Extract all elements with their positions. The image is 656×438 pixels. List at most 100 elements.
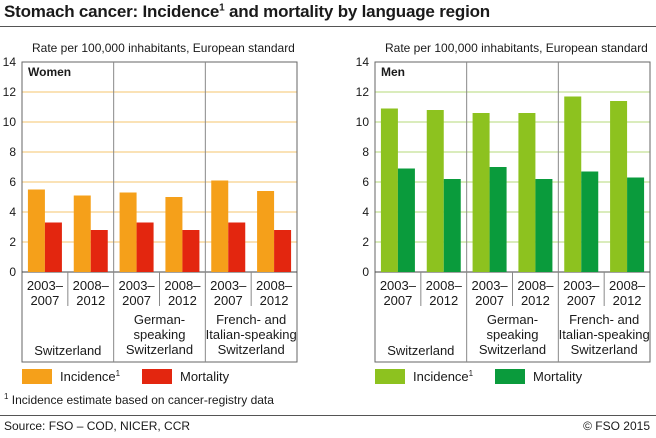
men-group-label: Switzerland <box>571 342 638 357</box>
footnote: 1 Incidence estimate based on cancer-reg… <box>4 392 274 407</box>
men-category-label: 2008– <box>609 278 646 293</box>
women-bar-incidence <box>73 195 91 272</box>
men-bar-incidence <box>472 113 490 272</box>
men-y-tick-label: 12 <box>356 85 370 99</box>
women-y-tick-label: 10 <box>3 115 17 129</box>
women-group-label: Switzerland <box>218 342 285 357</box>
women-bar-mortality <box>136 222 154 272</box>
men-y-axis-label: Rate per 100,000 inhabitants, European s… <box>385 41 648 55</box>
women-y-axis-label: Rate per 100,000 inhabitants, European s… <box>32 41 295 55</box>
women-bar-mortality <box>182 230 200 272</box>
women-legend-superscript: 1 <box>116 369 121 378</box>
source-rule <box>0 415 656 416</box>
men-category-label: 2012 <box>613 293 642 308</box>
women-group-label: German- <box>134 312 185 327</box>
men-category-label: 2003– <box>380 278 417 293</box>
men-y-tick-label: 2 <box>362 235 369 249</box>
women-category-label: 2007 <box>214 293 243 308</box>
women-category-label: 2012 <box>168 293 197 308</box>
footnote-superscript: 1 <box>4 392 9 401</box>
men-bar-mortality <box>443 179 461 272</box>
women-category-label: 2012 <box>260 293 289 308</box>
men-category-label: 2007 <box>475 293 504 308</box>
men-category-label: 2003– <box>563 278 600 293</box>
men-bar-mortality <box>581 171 599 272</box>
women-category-label: 2003– <box>210 278 247 293</box>
women-group-label: speaking <box>133 327 185 342</box>
chart-area: Rate per 100,000 inhabitants, European s… <box>3 41 651 384</box>
women-bar-incidence <box>257 191 275 272</box>
women-y-tick-label: 2 <box>9 235 16 249</box>
title-superscript: 1 <box>219 2 225 14</box>
men-group-label: German- <box>487 312 538 327</box>
women-category-label: 2003– <box>27 278 64 293</box>
men-bar-incidence <box>564 96 582 272</box>
men-y-tick-label: 6 <box>362 175 369 189</box>
title-main: Stomach cancer: Incidence <box>4 2 220 21</box>
women-category-label: 2007 <box>122 293 151 308</box>
men-bar-incidence <box>518 113 536 272</box>
men-panel-label: Men <box>381 65 405 79</box>
men-bar-incidence <box>610 101 628 272</box>
men-panel-frame <box>374 61 651 363</box>
women-category-label: 2008– <box>256 278 293 293</box>
copyright-text: © FSO 2015 <box>583 419 650 433</box>
women-bar-mortality <box>274 230 292 272</box>
women-panel-frame <box>21 61 298 363</box>
women-panel-label: Women <box>28 65 71 79</box>
women-bar-incidence <box>27 189 45 272</box>
women-group-label: Switzerland <box>126 342 193 357</box>
men-group-label: Switzerland <box>479 342 546 357</box>
men-bar-mortality <box>535 179 553 272</box>
women-group-label: French- and <box>216 312 286 327</box>
men-group-label: Italian-speaking <box>559 327 650 342</box>
footnote-text: Incidence estimate based on cancer-regis… <box>8 393 274 407</box>
men-category-label: 2007 <box>567 293 596 308</box>
men-y-tick-label: 14 <box>356 55 370 69</box>
men-category-label: 2008– <box>426 278 463 293</box>
men-y-tick-label: 10 <box>356 115 370 129</box>
women-bar-incidence <box>165 197 183 272</box>
title-rule <box>0 26 656 27</box>
men-legend-superscript: 1 <box>469 369 474 378</box>
women-category-label: 2007 <box>30 293 59 308</box>
women-legend-swatch <box>22 369 52 384</box>
women-category-label: 2012 <box>76 293 105 308</box>
women-legend-swatch <box>142 369 172 384</box>
women-y-tick-label: 6 <box>9 175 16 189</box>
women-bar-mortality <box>228 222 246 272</box>
men-group-label: Switzerland <box>387 343 454 358</box>
men-legend-swatch <box>375 369 405 384</box>
men-group-label: speaking <box>486 327 538 342</box>
men-bar-mortality <box>397 168 415 272</box>
women-group-label: Italian-speaking <box>206 327 297 342</box>
men-category-label: 2012 <box>521 293 550 308</box>
men-legend-label: Incidence1 <box>413 369 474 384</box>
chart-title: Stomach cancer: Incidence1 and mortality… <box>4 2 490 22</box>
women-y-tick-label: 4 <box>9 205 16 219</box>
men-bar-incidence <box>380 108 398 272</box>
title-rest: and mortality by language region <box>224 2 490 21</box>
women-category-label: 2008– <box>164 278 201 293</box>
men-category-label: 2012 <box>429 293 458 308</box>
men-legend-swatch <box>495 369 525 384</box>
women-legend-label: Mortality <box>180 369 230 384</box>
women-bar-mortality <box>44 222 62 272</box>
source-text: Source: FSO – COD, NICER, CCR <box>4 419 191 433</box>
men-legend-label: Mortality <box>533 369 583 384</box>
men-y-tick-label: 4 <box>362 205 369 219</box>
women-category-label: 2003– <box>119 278 156 293</box>
women-legend-label: Incidence1 <box>60 369 121 384</box>
women-y-tick-label: 8 <box>9 145 16 159</box>
women-bar-incidence <box>211 180 229 272</box>
men-category-label: 2008– <box>517 278 554 293</box>
women-y-tick-label: 12 <box>3 85 17 99</box>
women-bar-mortality <box>90 230 108 272</box>
men-group-label: French- and <box>569 312 639 327</box>
men-category-label: 2003– <box>472 278 509 293</box>
men-bar-incidence <box>426 110 444 272</box>
women-bar-incidence <box>119 192 137 272</box>
women-category-label: 2008– <box>73 278 110 293</box>
women-y-tick-label: 0 <box>9 265 16 279</box>
men-category-label: 2007 <box>383 293 412 308</box>
